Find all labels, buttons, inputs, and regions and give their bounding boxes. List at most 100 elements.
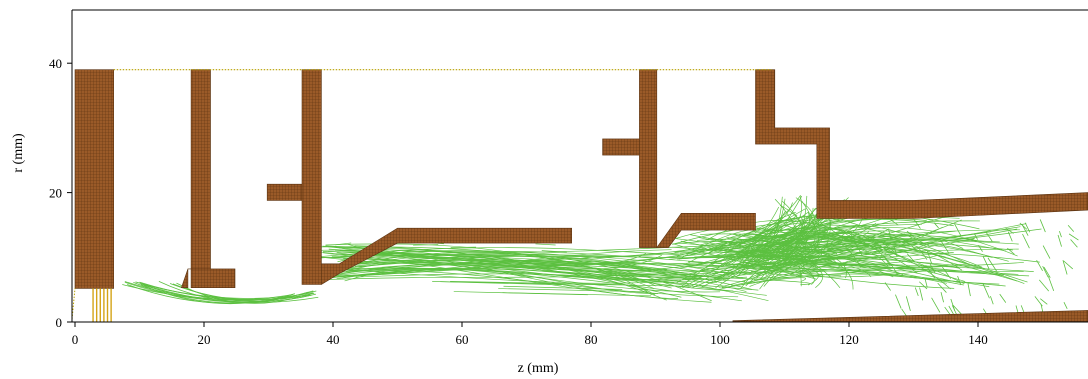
trajectory-line: [777, 215, 806, 261]
trajectory-segment: [1007, 247, 1015, 255]
trajectory-line: [753, 263, 1019, 275]
trajectory-line: [789, 211, 820, 276]
trajectory-segment: [1063, 260, 1074, 270]
trajectory-line: [754, 223, 1027, 266]
trajectory-segment: [925, 264, 935, 279]
trajectory-segment: [541, 250, 567, 253]
trajectory-segment: [905, 296, 911, 312]
trajectory-segment: [985, 231, 993, 242]
trajectory-segment: [1068, 233, 1079, 241]
trajectory-segment: [919, 248, 928, 260]
trajectory-line: [323, 259, 752, 290]
trajectory-line: [743, 212, 865, 286]
trajectory-line: [176, 282, 304, 304]
trajectory-segment: [933, 222, 939, 229]
trajectory-line: [344, 253, 647, 282]
x-tick-label: 60: [456, 332, 469, 347]
trajectory-segment: [1043, 267, 1051, 278]
trajectory-line: [771, 242, 1009, 281]
electrode-wehnelt-1: [180, 69, 236, 289]
trajectory-line: [339, 250, 662, 270]
trajectory-segment: [450, 246, 477, 249]
trajectory-segment: [931, 297, 941, 313]
trajectory-segment: [1036, 259, 1043, 271]
plot-area: [72, 69, 1088, 322]
trajectory-segment: [890, 219, 899, 226]
trajectory-segment: [913, 218, 921, 229]
y-tick-label: 20: [49, 186, 62, 201]
trajectory-segment: [919, 281, 928, 290]
trajectory-segment: [982, 283, 990, 299]
trajectory-line: [732, 208, 806, 249]
trajectory-segment: [990, 295, 994, 305]
trajectory-line: [796, 217, 831, 256]
trajectory-line: [774, 198, 798, 264]
trajectory-segment: [1057, 234, 1062, 247]
trajectory-segment: [906, 253, 916, 263]
trajectory-segment: [1067, 224, 1075, 232]
x-ticks: 0 20 40 60 80 100 120 140: [72, 322, 988, 347]
trajectory-line: [728, 211, 796, 244]
trajectory-segment: [1070, 239, 1078, 248]
trajectory-segment: [1047, 276, 1055, 291]
y-ticks: 0 20 40: [49, 56, 72, 330]
x-tick-label: 100: [710, 332, 730, 347]
trajectory-segment: [967, 283, 971, 297]
trajectory-line: [346, 267, 759, 291]
trajectory-line: [680, 240, 1030, 277]
trajectory-segment: [952, 304, 963, 316]
y-tick-label: 0: [56, 315, 63, 330]
misc-layer: [72, 69, 772, 322]
trajectory-segment: [929, 264, 936, 274]
electrode-anode-2: [639, 69, 658, 248]
y-tick-label: 40: [49, 56, 62, 71]
trajectory-line: [699, 232, 918, 274]
x-axis-label: z (mm): [518, 361, 559, 376]
trajectory-segment: [927, 250, 932, 264]
trajectory-line: [355, 273, 644, 282]
trajectory-line: [739, 196, 783, 275]
trajectory-line: [754, 229, 1020, 281]
x-tick-label: 0: [72, 332, 79, 347]
trajectory-segment: [937, 282, 947, 293]
trajectory-segment: [1039, 219, 1046, 233]
electrode-layer: [74, 69, 1088, 322]
trajectory-line: [683, 218, 818, 257]
trajectory-line: [503, 285, 623, 290]
trajectory-line: [718, 273, 990, 290]
trajectory-segment: [1042, 245, 1051, 259]
trajectory-line: [687, 252, 1040, 282]
trajectory-line: [679, 252, 904, 275]
trajectory-line: [754, 216, 871, 233]
trajectory-line: [122, 284, 310, 301]
trajectory-line: [498, 288, 647, 293]
trajectory-segment: [954, 223, 962, 237]
trajectory-segment: [893, 245, 898, 258]
trajectory-line: [741, 234, 911, 261]
trajectory-line: [323, 267, 698, 284]
x-tick-label: 40: [327, 332, 340, 347]
trajectory-line: [140, 283, 295, 305]
trajectory-segment: [1007, 231, 1013, 242]
trajectory-segment: [914, 287, 919, 296]
trajectory-line: [795, 197, 816, 244]
y-axis-label: r (mm): [11, 133, 26, 173]
trajectory-segment: [1005, 227, 1014, 234]
trajectory-line: [774, 207, 814, 250]
trajectory-segment: [884, 282, 891, 291]
trajectory-segment: [888, 229, 892, 241]
trajectory-line: [748, 231, 991, 248]
trajectory-line: [698, 239, 1013, 251]
x-tick-label: 120: [839, 332, 859, 347]
trajectory-line: [793, 200, 816, 264]
trajectory-line: [319, 248, 730, 276]
trajectory-line: [158, 281, 292, 303]
electrode-drift-step: [656, 213, 756, 248]
trajectory-segment: [1021, 223, 1029, 236]
trajectory-line: [728, 210, 844, 277]
trajectory-line: [765, 195, 808, 277]
trajectory-segment: [1062, 260, 1068, 275]
trajectory-segment: [413, 244, 439, 246]
trajectory-line: [738, 218, 882, 252]
